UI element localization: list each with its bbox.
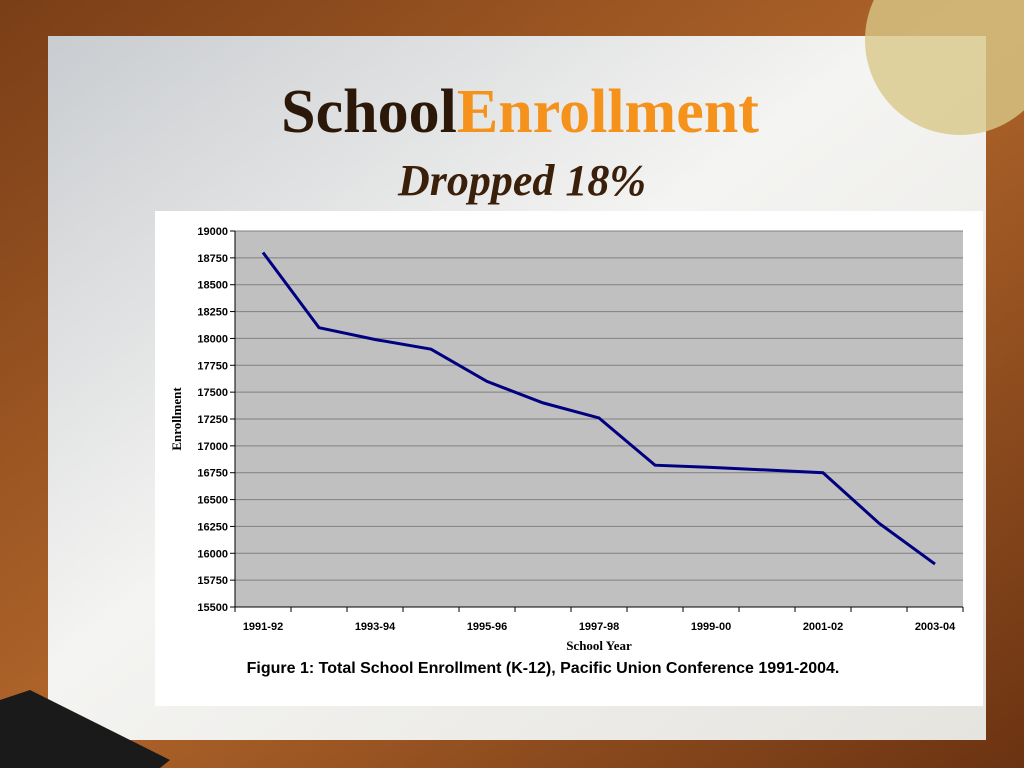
x-tick-label: 1995-96 bbox=[467, 621, 507, 633]
x-tick-label: 2003-04 bbox=[915, 621, 956, 633]
y-tick-label: 18000 bbox=[197, 333, 228, 345]
title: SchoolEnrollment bbox=[281, 78, 759, 146]
x-tick-label: 1991-92 bbox=[243, 621, 283, 633]
caption: Figure 1: Total School Enrollment (K-12)… bbox=[246, 660, 840, 677]
x-tick-label: 1999-00 bbox=[691, 621, 731, 633]
x-tick-label: 1997-98 bbox=[579, 621, 619, 633]
y-tick-label: 17250 bbox=[197, 414, 228, 426]
subtitle: Dropped 18% bbox=[397, 156, 646, 205]
y-tick-label: 17000 bbox=[197, 441, 228, 453]
y-tick-label: 17500 bbox=[197, 387, 228, 399]
y-tick-label: 15500 bbox=[197, 602, 228, 614]
y-axis-label: Enrollment bbox=[169, 387, 184, 451]
y-tick-label: 18500 bbox=[197, 280, 228, 292]
y-tick-label: 16250 bbox=[197, 521, 228, 533]
x-tick-label: 2001-02 bbox=[803, 621, 843, 633]
pen bbox=[0, 690, 170, 768]
title-part: School bbox=[281, 78, 457, 146]
y-tick-label: 16500 bbox=[197, 495, 228, 507]
lamp bbox=[865, 0, 1024, 135]
title-part: Enrollment bbox=[457, 78, 759, 146]
y-tick-label: 15750 bbox=[197, 575, 228, 587]
y-tick-label: 17750 bbox=[197, 360, 228, 372]
y-tick-label: 16000 bbox=[197, 548, 228, 560]
data-line bbox=[261, 251, 936, 566]
x-axis-label: School Year bbox=[566, 638, 632, 653]
y-tick-label: 18750 bbox=[197, 253, 228, 265]
y-tick-label: 18250 bbox=[197, 307, 228, 319]
y-tick-label: 16750 bbox=[197, 468, 228, 480]
y-tick-label: 19000 bbox=[197, 226, 228, 238]
x-tick-label: 1993-94 bbox=[355, 621, 396, 633]
